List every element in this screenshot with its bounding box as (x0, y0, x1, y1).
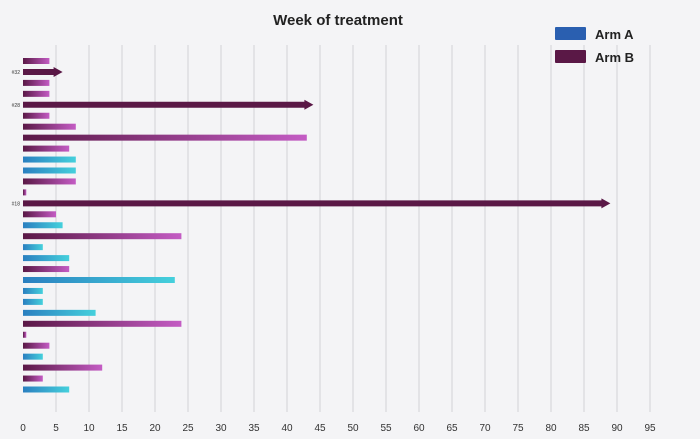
bar-arrow (23, 99, 314, 110)
x-tick-label: 10 (83, 423, 95, 434)
x-tick-label: 20 (149, 423, 161, 434)
bar (23, 58, 50, 64)
patient-labels: #32 #28 #18 (12, 70, 21, 207)
bar (23, 79, 50, 86)
bar (23, 277, 175, 283)
legend-label-arm-b: Arm B (595, 50, 634, 65)
x-tick-label: 80 (545, 423, 557, 434)
bar (23, 353, 43, 360)
x-tick-label: 55 (380, 423, 392, 434)
x-tick-label: 25 (182, 423, 194, 434)
bar (23, 90, 50, 97)
x-tick-label: 70 (479, 423, 491, 434)
bar (23, 287, 43, 294)
bar (23, 364, 103, 371)
bar (23, 342, 50, 349)
bar (23, 167, 76, 174)
x-tick-label: 30 (215, 423, 227, 434)
legend-label-arm-a: Arm A (595, 27, 634, 42)
chart-title: Week of treatment (273, 12, 403, 29)
x-tick-label: 65 (446, 423, 458, 434)
legend-swatch-arm-a (555, 27, 586, 40)
grid-lines (55, 45, 651, 412)
bar (23, 134, 307, 141)
bar-arrow (23, 198, 611, 209)
x-tick-label: 85 (578, 423, 590, 434)
bar (23, 309, 96, 316)
bar (23, 320, 182, 327)
bars-group (23, 58, 611, 393)
bar (23, 255, 70, 262)
bar (23, 178, 76, 185)
x-tick-label: 35 (248, 423, 260, 434)
x-tick-label: 5 (53, 423, 59, 434)
bar (23, 233, 182, 240)
bar (23, 386, 70, 393)
patient-label: #18 (12, 201, 21, 207)
x-tick-labels: 0 5 10 15 20 25 30 35 40 45 50 55 60 65 70 75 80 85 90 95 (20, 423, 656, 434)
x-tick-label: 90 (611, 423, 623, 434)
bar (23, 211, 56, 218)
bar (23, 189, 27, 196)
bar (23, 331, 27, 338)
patient-label: #28 (12, 103, 21, 109)
bar-arrow (23, 66, 63, 77)
bar (23, 298, 43, 305)
bar (23, 156, 76, 163)
x-tick-label: 0 (20, 423, 26, 434)
x-tick-label: 75 (512, 423, 524, 434)
x-tick-label: 40 (281, 423, 293, 434)
bar (23, 222, 63, 229)
x-tick-label: 95 (644, 423, 656, 434)
bar (23, 112, 50, 119)
bar (23, 145, 70, 152)
legend: Arm A Arm B (555, 27, 634, 65)
x-tick-label: 15 (116, 423, 128, 434)
patient-label: #32 (12, 70, 21, 76)
x-tick-label: 45 (314, 423, 326, 434)
bar (23, 123, 76, 130)
x-tick-label: 60 (413, 423, 425, 434)
bar (23, 266, 70, 273)
bar (23, 375, 43, 382)
x-tick-label: 50 (347, 423, 359, 434)
bar (23, 244, 43, 251)
legend-swatch-arm-b (555, 50, 586, 63)
